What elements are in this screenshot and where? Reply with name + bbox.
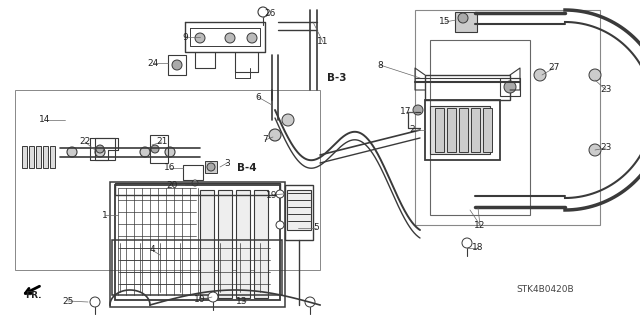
Bar [36, 146, 41, 168]
Bar [500, 78, 520, 96]
Bar [29, 146, 34, 168]
Circle shape [258, 7, 268, 17]
Circle shape [225, 33, 235, 43]
Text: 11: 11 [317, 38, 329, 47]
Bar [455, 12, 477, 32]
Text: 21: 21 [156, 137, 168, 146]
Text: 23: 23 [600, 85, 612, 94]
Bar [115, 185, 280, 300]
Bar [254, 190, 268, 298]
Bar [430, 106, 490, 154]
Text: 26: 26 [264, 10, 276, 19]
Bar [447, 108, 456, 152]
Bar [183, 165, 203, 180]
Text: 4: 4 [149, 246, 155, 255]
Bar [415, 10, 600, 225]
Bar [50, 146, 55, 168]
Text: 9: 9 [182, 33, 188, 41]
Text: 3: 3 [224, 159, 230, 167]
Circle shape [458, 13, 468, 23]
Text: 14: 14 [39, 115, 51, 124]
Text: 12: 12 [474, 220, 486, 229]
Circle shape [589, 144, 601, 156]
Circle shape [276, 190, 284, 198]
Text: 8: 8 [377, 61, 383, 70]
Circle shape [151, 145, 159, 153]
Circle shape [140, 147, 150, 157]
Bar [430, 40, 530, 215]
Circle shape [589, 69, 601, 81]
Text: 25: 25 [62, 296, 74, 306]
Text: 7: 7 [262, 136, 268, 145]
Text: 13: 13 [236, 298, 248, 307]
Text: 24: 24 [147, 58, 159, 68]
Text: FR.: FR. [25, 291, 41, 300]
Circle shape [96, 145, 104, 153]
Bar [43, 146, 48, 168]
Circle shape [462, 238, 472, 248]
Circle shape [165, 147, 175, 157]
Bar [115, 183, 280, 195]
Bar [168, 55, 186, 75]
Text: 6: 6 [255, 93, 261, 101]
Circle shape [172, 60, 182, 70]
Circle shape [504, 81, 516, 93]
Circle shape [208, 292, 218, 302]
Bar [22, 146, 27, 168]
Bar [150, 135, 168, 163]
Text: 23: 23 [600, 144, 612, 152]
Text: STK4B0420B: STK4B0420B [516, 286, 574, 294]
Text: 17: 17 [400, 108, 412, 116]
Bar [112, 240, 282, 295]
Circle shape [269, 129, 281, 141]
Text: 18: 18 [472, 243, 484, 253]
Text: B-3: B-3 [327, 73, 347, 83]
Text: 5: 5 [313, 224, 319, 233]
Text: 1: 1 [102, 211, 108, 219]
Bar [425, 75, 510, 100]
Bar [459, 108, 468, 152]
Circle shape [192, 180, 198, 186]
Text: 16: 16 [164, 164, 176, 173]
Bar [110, 182, 285, 307]
Circle shape [282, 114, 294, 126]
Circle shape [305, 297, 315, 307]
Text: 27: 27 [548, 63, 560, 72]
Circle shape [413, 105, 423, 115]
Bar [200, 190, 214, 298]
Bar [483, 108, 492, 152]
Text: 20: 20 [166, 182, 178, 190]
Text: 15: 15 [439, 18, 451, 26]
Circle shape [534, 69, 546, 81]
Bar [425, 100, 500, 160]
Bar [205, 161, 217, 173]
Circle shape [195, 33, 205, 43]
Bar [95, 138, 115, 160]
Text: 10: 10 [195, 295, 205, 305]
Text: 22: 22 [79, 137, 91, 146]
Bar [218, 190, 232, 298]
Bar [285, 185, 313, 240]
Bar [15, 90, 320, 270]
Circle shape [90, 297, 100, 307]
Text: B-4: B-4 [237, 163, 257, 173]
Text: 2: 2 [409, 125, 415, 135]
Circle shape [95, 147, 105, 157]
Circle shape [276, 221, 284, 229]
Text: 19: 19 [266, 190, 278, 199]
Circle shape [247, 33, 257, 43]
Bar [287, 190, 311, 230]
Circle shape [67, 147, 77, 157]
Bar [236, 190, 250, 298]
Bar [435, 108, 444, 152]
Circle shape [207, 163, 215, 171]
Bar [471, 108, 480, 152]
